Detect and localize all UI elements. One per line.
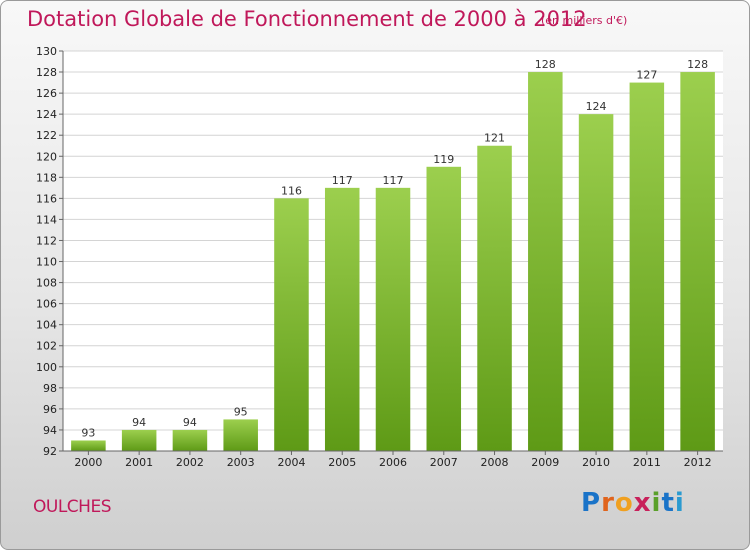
x-axis: 2000 2001 2002 2003 2004 2005 2006 2007 2008 2009…	[63, 450, 723, 469]
x-tick-label-2007: 2007	[430, 456, 458, 469]
bar-2006	[375, 187, 411, 451]
bar-2002	[172, 429, 208, 451]
logo-letter: x	[633, 488, 652, 518]
value-label-2002: 94	[183, 416, 197, 429]
y-axis: 92 94 96 98 100 102 104 106 108 110 112 114 116 118 12…	[36, 45, 64, 458]
x-tick-label-2009: 2009	[531, 456, 559, 469]
bar-2010	[578, 114, 614, 451]
value-label-2012: 128	[687, 58, 708, 71]
chart-subtitle: (en milliers d'€)	[541, 14, 628, 27]
x-tick-label-2006: 2006	[379, 456, 407, 469]
bar-2004	[274, 198, 309, 451]
chart-title: Dotation Globale de Fonctionnement de 20…	[27, 7, 587, 31]
y-tick-label: 94	[43, 424, 57, 437]
value-label-2001: 94	[132, 416, 146, 429]
y-tick-label: 100	[36, 361, 57, 374]
value-label-2000: 93	[81, 426, 95, 439]
logo-letter: i	[674, 488, 685, 518]
proxiti-logo: Proxiti	[581, 488, 685, 518]
x-tick-label-2001: 2001	[125, 456, 153, 469]
x-tick-label-2011: 2011	[633, 456, 661, 469]
x-tick-label-2004: 2004	[277, 456, 305, 469]
x-tick-label-2010: 2010	[582, 456, 610, 469]
y-tick-label: 92	[43, 445, 57, 458]
value-label-2003: 95	[234, 405, 248, 418]
y-tick-label: 128	[36, 66, 57, 79]
y-tick-label: 102	[36, 340, 57, 353]
value-label-2004: 116	[281, 184, 302, 197]
bar-2011	[629, 82, 665, 451]
y-tick-label: 130	[36, 45, 57, 58]
value-label-2008: 121	[484, 132, 505, 145]
y-tick-label: 116	[36, 192, 57, 205]
y-tick-label: 112	[36, 234, 57, 247]
y-tick-label: 96	[43, 403, 57, 416]
x-tick-label-2003: 2003	[227, 456, 255, 469]
bar-2000	[71, 440, 106, 451]
y-tick-label: 104	[36, 319, 57, 332]
bar-2003	[223, 419, 258, 451]
logo-letter: P	[581, 488, 602, 518]
logo-letter: r	[601, 488, 615, 518]
x-tick-label-2002: 2002	[176, 456, 204, 469]
bar-2009	[528, 72, 563, 451]
value-label-2009: 128	[535, 58, 556, 71]
commune-name: OULCHES	[33, 497, 111, 517]
y-tick-label: 122	[36, 129, 57, 142]
value-label-2011: 127	[636, 69, 657, 82]
value-label-2007: 119	[433, 153, 454, 166]
x-tick-label-2008: 2008	[481, 456, 509, 469]
value-label-2006: 117	[383, 174, 404, 187]
bar-2008	[477, 145, 512, 451]
y-tick-label: 120	[36, 150, 57, 163]
bar-2012	[680, 72, 715, 451]
y-tick-label: 114	[36, 213, 57, 226]
logo-letter: t	[661, 488, 675, 518]
x-tick-label-2012: 2012	[684, 456, 712, 469]
value-label-2010: 124	[586, 100, 607, 113]
x-tick-label-2000: 2000	[74, 456, 102, 469]
bar-2001	[121, 429, 157, 451]
bar-2007	[426, 166, 462, 451]
bar-2005	[324, 187, 360, 451]
x-tick-label-2005: 2005	[328, 456, 356, 469]
logo-letter: o	[614, 488, 634, 518]
y-tick-label: 106	[36, 298, 57, 311]
y-tick-label: 124	[36, 108, 57, 121]
y-tick-label: 126	[36, 87, 57, 100]
y-tick-label: 108	[36, 277, 57, 290]
y-tick-label: 110	[36, 256, 57, 269]
y-tick-label: 98	[43, 382, 57, 395]
logo-letter: i	[651, 488, 662, 518]
bars: 93 94 94 95 116 117 117 119 121 128 124 127 128	[71, 58, 715, 451]
y-tick-label: 118	[36, 171, 57, 184]
value-label-2005: 117	[332, 174, 353, 187]
